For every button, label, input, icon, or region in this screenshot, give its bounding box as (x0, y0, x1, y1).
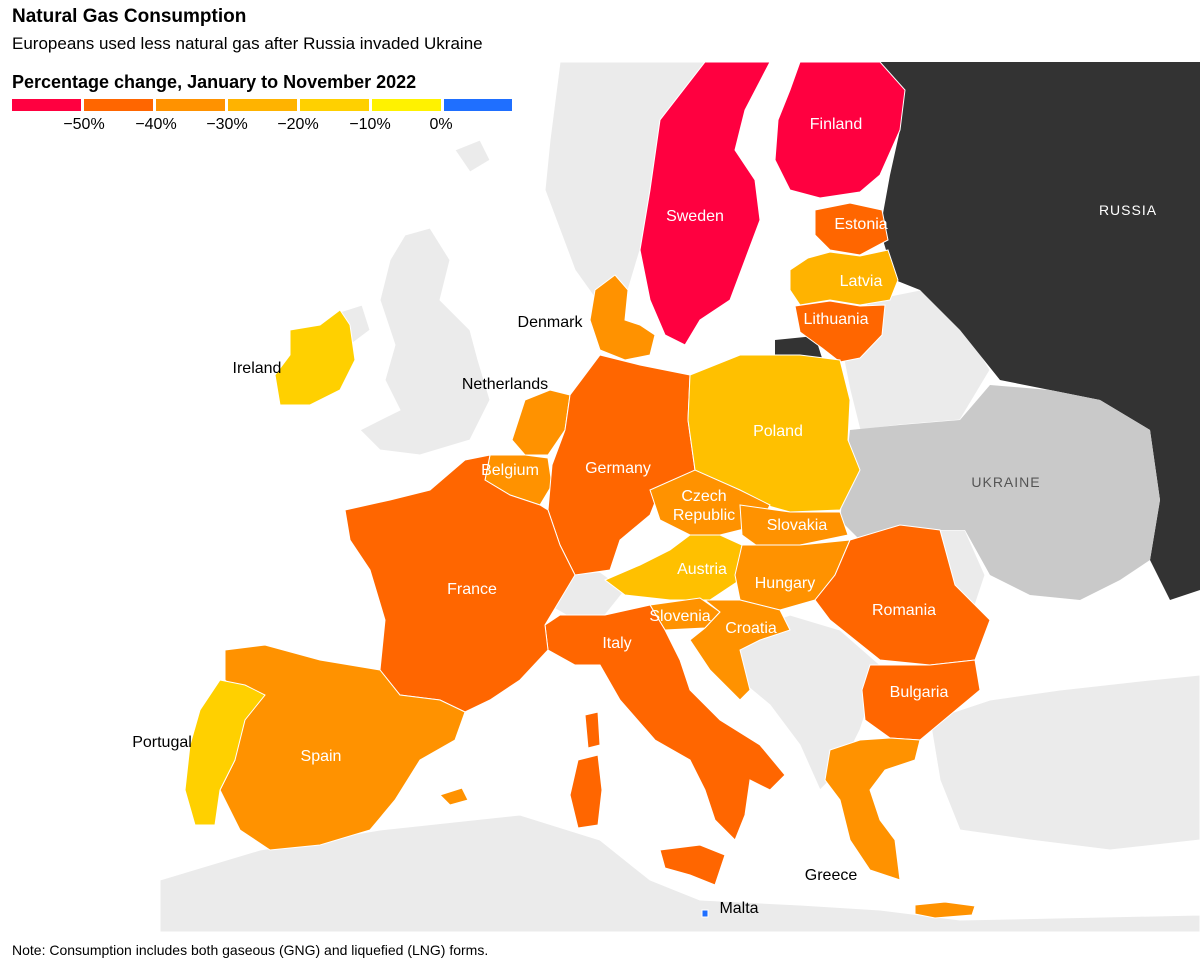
label-ireland: Ireland (233, 360, 282, 377)
label-sweden: Sweden (666, 208, 724, 225)
label-greece: Greece (805, 867, 858, 884)
label-estonia: Estonia (834, 216, 887, 233)
country-sweden (639, 62, 771, 346)
country-netherlands (511, 389, 571, 456)
country-latvia (789, 249, 899, 306)
legend-tick: −20% (277, 116, 319, 133)
country-ireland (274, 309, 356, 406)
country-greece (824, 737, 921, 881)
legend-bin-5 (300, 99, 369, 111)
country-finland (774, 62, 906, 199)
country-portugal (184, 679, 266, 826)
region-russia (880, 62, 1200, 600)
europe-map: Sweden Finland Estonia Latvia Lithuania … (132, 62, 1200, 932)
label-bulgaria: Bulgaria (890, 684, 949, 701)
footnote: Note: Consumption includes both gaseous … (12, 942, 489, 958)
country-sicily (659, 844, 726, 886)
legend-bin-7 (444, 99, 512, 111)
legend-bin-2 (84, 99, 153, 111)
country-estonia (814, 202, 889, 256)
country-france (344, 454, 576, 713)
land-great-britain (359, 227, 491, 456)
label-france: France (447, 581, 497, 598)
legend-bin-3 (156, 99, 225, 111)
legend-bin-4 (228, 99, 297, 111)
land-iceland-edge (454, 139, 491, 173)
country-corsica (584, 711, 601, 749)
country-italy (544, 604, 786, 841)
label-slovenia: Slovenia (649, 608, 710, 625)
legend-color-scale (12, 99, 512, 111)
country-bulgaria (861, 659, 981, 741)
label-russia: RUSSIA (1099, 202, 1157, 218)
chart-subtitle: Europeans used less natural gas after Ru… (12, 34, 483, 53)
country-balearic (439, 787, 469, 806)
label-denmark: Denmark (518, 314, 584, 331)
legend-tick: −40% (135, 116, 177, 133)
country-lithuania (794, 300, 886, 363)
legend-tick: −10% (349, 116, 391, 133)
label-poland: Poland (753, 423, 803, 440)
label-ukraine: UKRAINE (971, 474, 1040, 490)
land-north-africa (159, 814, 1200, 932)
label-finland: Finland (810, 116, 862, 133)
country-crete (914, 901, 976, 919)
label-latvia: Latvia (840, 273, 883, 290)
country-malta (701, 909, 709, 918)
label-croatia: Croatia (725, 620, 777, 637)
country-denmark (589, 274, 656, 361)
label-romania: Romania (872, 602, 936, 619)
country-sardinia (569, 754, 603, 829)
legend-bin-6 (372, 99, 441, 111)
country-germany (547, 354, 696, 576)
label-malta: Malta (719, 900, 758, 917)
land-turkey (929, 674, 1200, 851)
label-austria: Austria (677, 561, 727, 578)
label-portugal: Portugal (132, 734, 192, 751)
label-czech-line2: Republic (673, 507, 735, 524)
legend-bin-1 (12, 99, 81, 111)
label-lithuania: Lithuania (804, 311, 869, 328)
region-ukraine (840, 385, 1160, 600)
label-netherlands: Netherlands (462, 376, 548, 393)
legend-tick: −50% (63, 116, 105, 133)
label-germany: Germany (585, 460, 651, 477)
legend-title: Percentage change, January to November 2… (12, 72, 417, 92)
label-slovakia: Slovakia (767, 517, 828, 534)
chart-title: Natural Gas Consumption (12, 6, 247, 27)
label-hungary: Hungary (755, 575, 815, 592)
legend-tick: 0% (429, 116, 453, 133)
country-croatia (689, 599, 791, 701)
label-czech-line1: Czech (681, 488, 726, 505)
label-italy: Italy (602, 635, 631, 652)
label-belgium: Belgium (481, 462, 539, 479)
label-spain: Spain (301, 748, 342, 765)
country-slovakia (739, 504, 849, 549)
legend-tick: −30% (206, 116, 248, 133)
